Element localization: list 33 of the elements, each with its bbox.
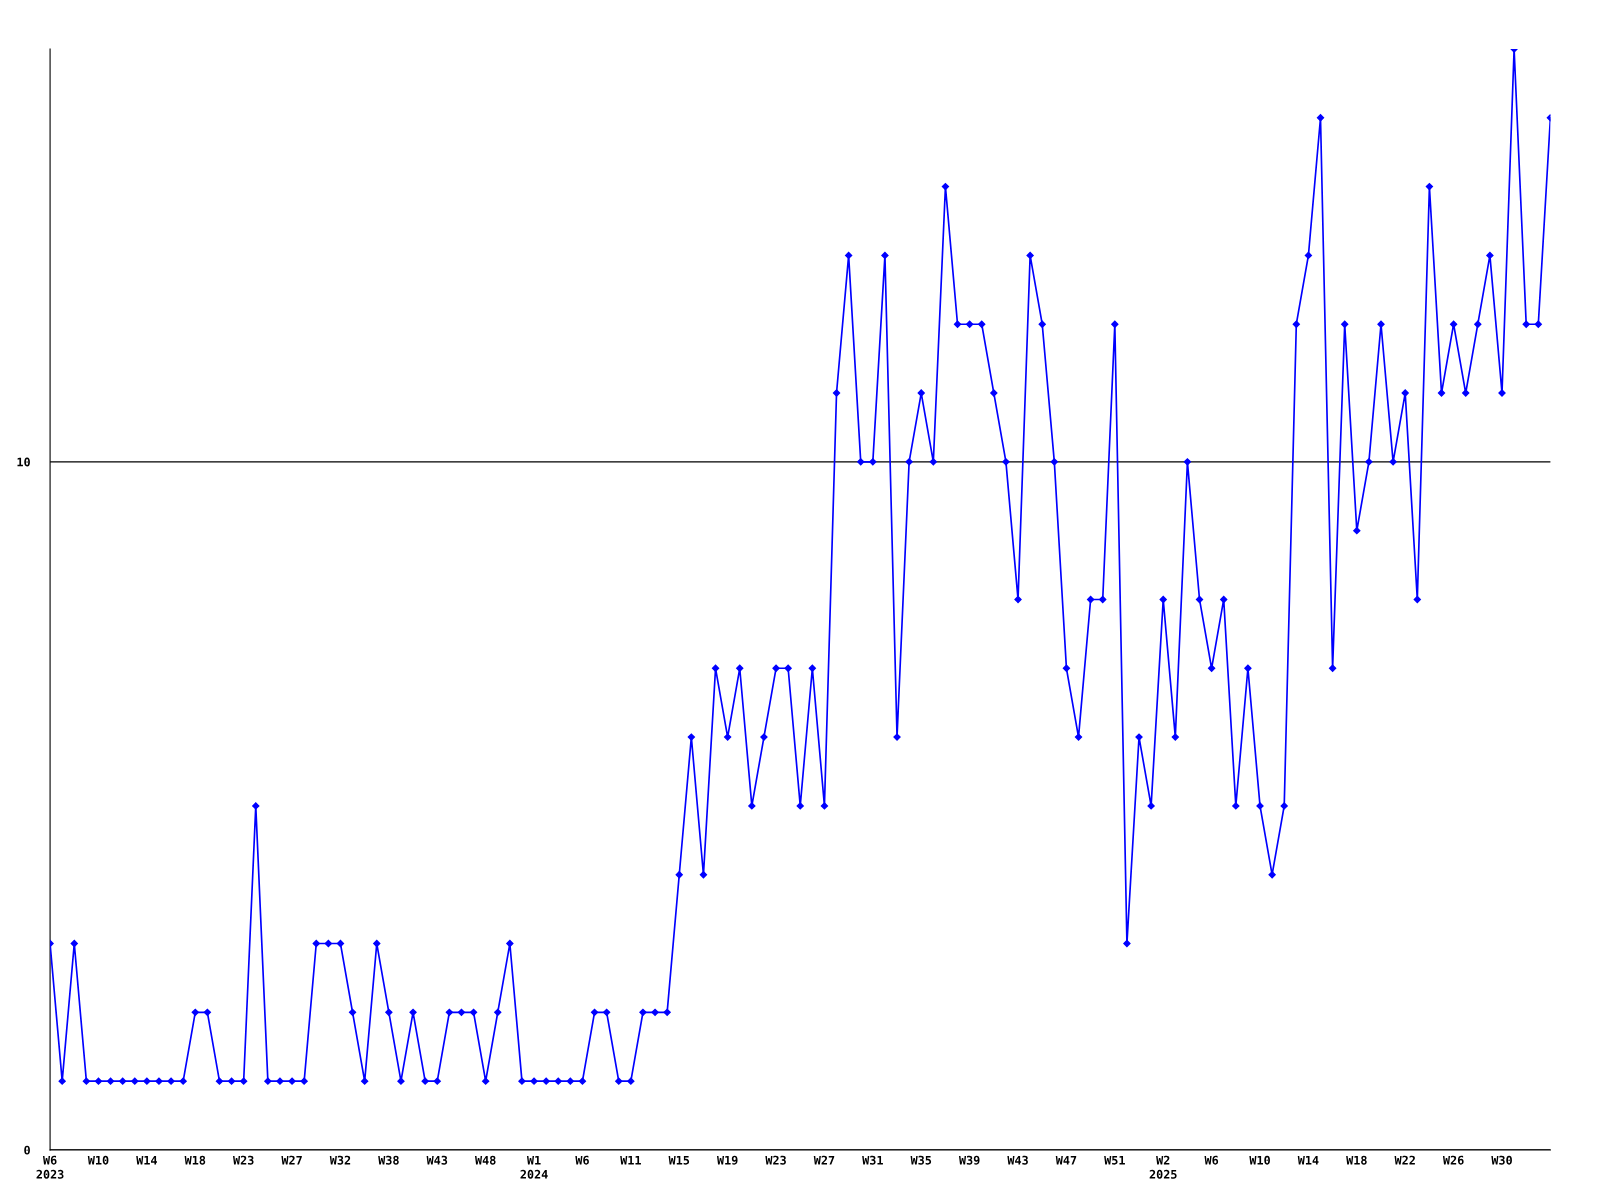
x-tick-label: W11 — [620, 1155, 641, 1165]
x-tick-label: W38 — [378, 1155, 399, 1165]
y-tick-label: 10 — [17, 457, 30, 467]
x-tick-label: W27 — [813, 1155, 835, 1165]
x-tick-label: W32 — [329, 1155, 351, 1165]
x-tick-label: W35 — [910, 1155, 932, 1165]
x-tick-label: W39 — [958, 1155, 980, 1165]
x-tick-label: W2 2025 — [1149, 1155, 1177, 1179]
x-tick-label: W43 — [1007, 1155, 1028, 1165]
x-tick-label: W14 — [136, 1155, 158, 1165]
x-tick-label: W18 — [184, 1155, 206, 1165]
x-tick-label: W22 — [1394, 1155, 1415, 1165]
x-tick-label: W18 — [1346, 1155, 1367, 1165]
x-tick-label: W1 2024 — [520, 1155, 548, 1179]
x-tick-label: W47 — [1055, 1155, 1077, 1165]
x-tick-label: W43 — [426, 1155, 448, 1165]
x-tick-label: W23 — [233, 1155, 254, 1165]
x-tick-label: W51 — [1104, 1155, 1125, 1165]
x-tick-label: W19 — [716, 1155, 738, 1165]
x-tick-label: W6 2023 — [36, 1155, 64, 1179]
x-tick-label: W23 — [765, 1155, 786, 1165]
x-tick-label: W6 — [575, 1155, 589, 1165]
x-tick-label: W30 — [1491, 1155, 1512, 1165]
x-tick-label: W6 — [1204, 1155, 1219, 1165]
x-tick-label: W10 — [87, 1155, 109, 1165]
x-tick-label: W14 — [1297, 1155, 1319, 1165]
x-tick-label: W10 — [1249, 1155, 1270, 1165]
x-tick-label: W31 — [862, 1155, 883, 1165]
x-tick-label: W15 — [668, 1155, 690, 1165]
x-tick-label: W48 — [475, 1155, 496, 1165]
x-tick-label: W26 — [1442, 1155, 1464, 1165]
y-tick-label: 0 — [24, 1145, 30, 1155]
x-tick-label: W27 — [281, 1155, 302, 1165]
